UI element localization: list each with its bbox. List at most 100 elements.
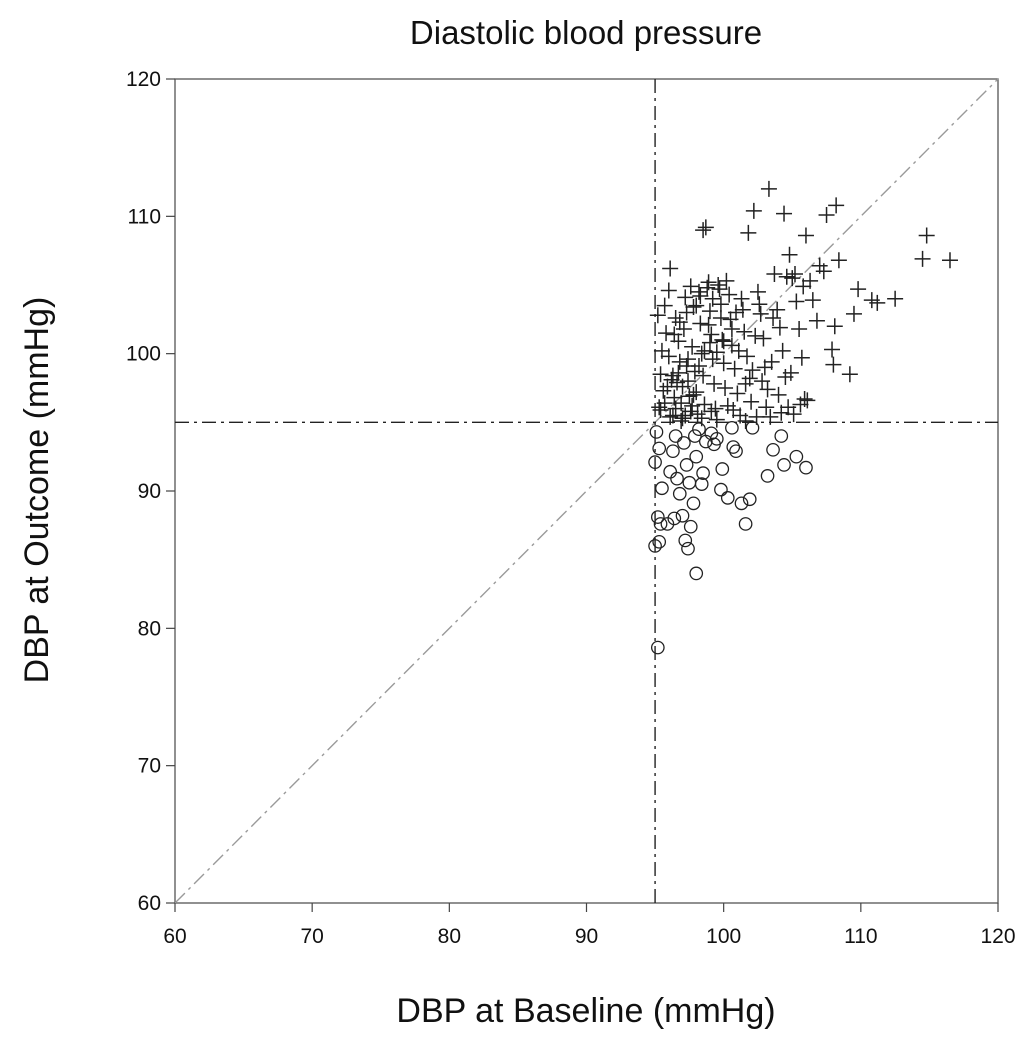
data-point-plus bbox=[678, 304, 695, 321]
data-point-circle bbox=[720, 491, 735, 505]
data-point-plus bbox=[726, 360, 743, 377]
data-point-plus bbox=[766, 266, 783, 283]
data-point-plus bbox=[677, 407, 694, 424]
reference-line-diagonal bbox=[174, 78, 999, 904]
data-point-plus bbox=[659, 378, 676, 395]
data-point-circle bbox=[670, 471, 684, 486]
x-tick-label: 120 bbox=[980, 925, 1015, 948]
data-point-plus bbox=[712, 296, 729, 313]
data-point-plus bbox=[748, 408, 765, 425]
data-point-plus bbox=[690, 358, 707, 375]
data-point-circle bbox=[678, 533, 693, 548]
data-point-plus bbox=[782, 364, 799, 381]
data-point-plus bbox=[692, 287, 709, 304]
data-point-circle bbox=[666, 444, 680, 459]
data-point-circle bbox=[660, 517, 675, 531]
data-point-plus bbox=[745, 202, 762, 219]
data-point-plus bbox=[680, 351, 697, 368]
data-point-plus bbox=[781, 246, 798, 263]
data-point-plus bbox=[692, 315, 709, 332]
data-point-plus bbox=[671, 353, 688, 370]
data-point-plus bbox=[744, 362, 761, 379]
reference-lines bbox=[174, 78, 999, 904]
data-point-circle bbox=[774, 429, 789, 443]
data-point-circle bbox=[679, 458, 694, 472]
x-axis: 60 70 80 90 100 110 120 bbox=[163, 903, 1016, 948]
data-point-plus bbox=[825, 356, 842, 373]
data-point-plus bbox=[773, 404, 790, 421]
data-point-plus bbox=[747, 327, 764, 344]
y-tick-label: 100 bbox=[126, 343, 161, 366]
data-point-plus bbox=[743, 393, 760, 410]
data-point-plus bbox=[715, 333, 732, 350]
data-point-plus bbox=[776, 205, 793, 222]
data-point-plus bbox=[826, 318, 843, 335]
data-point-circle bbox=[725, 420, 739, 435]
data-point-plus bbox=[828, 197, 845, 214]
data-point-circle bbox=[648, 455, 662, 470]
data-point-plus bbox=[752, 305, 769, 322]
data-point-plus bbox=[762, 408, 779, 425]
data-point-plus bbox=[649, 307, 666, 324]
data-point-plus bbox=[740, 224, 757, 241]
data-point-plus bbox=[728, 304, 745, 321]
data-point-plus bbox=[704, 351, 721, 368]
data-point-circle bbox=[760, 469, 775, 483]
data-point-plus bbox=[770, 386, 787, 403]
data-point-plus bbox=[667, 309, 684, 326]
data-point-plus bbox=[797, 227, 814, 244]
data-point-plus bbox=[749, 283, 766, 300]
data-point-plus bbox=[717, 380, 734, 396]
data-point-plus bbox=[704, 290, 721, 307]
data-point-circle bbox=[726, 440, 741, 454]
series-above-threshold bbox=[649, 180, 958, 429]
data-point-circle bbox=[766, 442, 780, 457]
data-point-plus bbox=[662, 260, 679, 277]
y-tick-label: 70 bbox=[138, 755, 161, 778]
y-tick-label: 90 bbox=[138, 480, 161, 503]
data-point-plus bbox=[758, 399, 775, 416]
data-point-plus bbox=[695, 367, 712, 384]
data-point-circle bbox=[742, 492, 757, 507]
data-point-circle bbox=[648, 539, 662, 553]
data-point-plus bbox=[674, 378, 691, 395]
x-tick-label: 60 bbox=[163, 925, 186, 948]
data-point-plus bbox=[715, 355, 732, 372]
data-point-plus bbox=[791, 320, 808, 337]
data-point-plus bbox=[670, 333, 687, 350]
data-point-plus bbox=[689, 406, 706, 423]
y-tick-label: 60 bbox=[138, 892, 161, 915]
data-point-plus bbox=[845, 305, 862, 322]
y-axis: 60 70 80 90 100 110 120 bbox=[126, 68, 175, 915]
data-point-circle bbox=[681, 541, 695, 556]
data-point-plus bbox=[786, 266, 803, 283]
data-point-plus bbox=[684, 397, 701, 414]
data-point-plus bbox=[697, 219, 714, 236]
data-point-plus bbox=[706, 375, 723, 392]
data-point-plus bbox=[918, 227, 935, 244]
data-point-plus bbox=[675, 320, 692, 337]
data-point-plus bbox=[652, 401, 669, 418]
data-point-circle bbox=[663, 464, 678, 479]
data-point-plus bbox=[733, 290, 750, 307]
data-point-circle bbox=[652, 441, 667, 456]
data-point-circle bbox=[707, 437, 721, 452]
x-tick-label: 80 bbox=[438, 925, 461, 948]
data-point-plus bbox=[785, 406, 802, 423]
data-point-plus bbox=[670, 364, 687, 381]
data-point-plus bbox=[804, 292, 821, 309]
data-point-plus bbox=[737, 375, 754, 392]
data-point-circle bbox=[682, 475, 697, 490]
data-point-plus bbox=[850, 281, 867, 298]
data-point-plus bbox=[793, 349, 810, 366]
y-axis-label: DBP at Outcome (mmHg) bbox=[18, 297, 56, 684]
y-tick-label: 80 bbox=[138, 617, 161, 640]
data-point-plus bbox=[774, 342, 791, 359]
data-point-circle bbox=[652, 534, 667, 549]
data-point-plus bbox=[712, 309, 729, 326]
data-point-plus bbox=[755, 330, 772, 347]
data-point-plus bbox=[729, 385, 746, 402]
data-point-circle bbox=[745, 420, 760, 435]
x-axis-label: DBP at Baseline (mmHg) bbox=[396, 992, 775, 1030]
